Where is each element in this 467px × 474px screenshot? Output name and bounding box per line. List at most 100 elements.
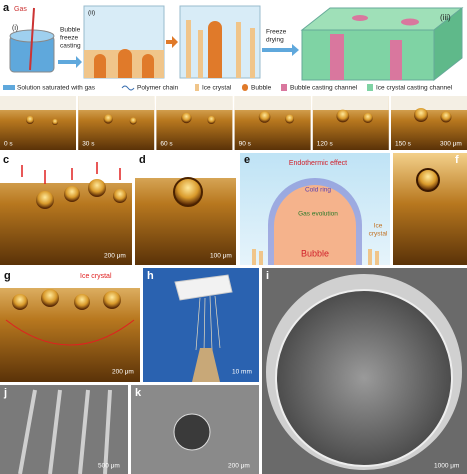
legend-text: Ice crystal <box>202 85 232 92</box>
panel-label: k <box>135 387 142 399</box>
bubble <box>74 294 90 310</box>
bubble <box>88 179 106 197</box>
time-label: 0 s <box>4 141 13 148</box>
bubble <box>52 119 58 125</box>
background <box>78 96 155 110</box>
bubble <box>129 117 137 125</box>
legend-swatch <box>195 84 199 91</box>
panel-i: i 1000 μm <box>262 268 467 474</box>
channels <box>18 389 112 474</box>
step-label: (iii) <box>440 13 451 22</box>
background <box>312 96 389 110</box>
arrow-label: freeze <box>60 35 78 42</box>
panel-e: e Endothermic effect Cold ring Gas evolu… <box>240 153 390 265</box>
bubble <box>64 186 80 202</box>
bubble <box>41 289 59 307</box>
step-label: (ii) <box>88 10 95 17</box>
bubble <box>414 108 428 122</box>
bubble-channel <box>390 40 402 80</box>
bubble <box>113 189 127 203</box>
background <box>234 96 311 110</box>
scale-bar: 1000 μm <box>434 463 459 470</box>
scale-bar: 500 μm <box>98 463 120 470</box>
scale-bar: 200 μm <box>228 463 250 470</box>
panel-label: e <box>244 154 250 166</box>
panel-j: j 500 μm <box>0 385 128 474</box>
bubble <box>274 185 356 265</box>
background <box>391 96 467 110</box>
panel-h: h 10 mm <box>143 268 259 382</box>
bubble <box>12 294 28 310</box>
bubbles <box>94 49 154 78</box>
time-label: 120 s <box>317 141 334 148</box>
arrow <box>166 36 178 48</box>
bubble <box>416 168 440 192</box>
legend-swatch <box>242 84 248 91</box>
bubble <box>258 111 271 123</box>
sample <box>174 274 233 301</box>
panel-d: d 100 μm <box>135 153 236 265</box>
panel-label: j <box>3 387 7 399</box>
gas-tube <box>29 7 35 71</box>
legend-swatch <box>367 84 373 91</box>
bubble <box>181 112 192 124</box>
legend: Solution saturated with gas Polymer chai… <box>3 84 453 92</box>
panel-label: f <box>455 154 459 166</box>
panel-label: d <box>139 154 146 166</box>
legend-text: Solution saturated with gas <box>17 85 96 92</box>
annotation: Cold ring <box>305 187 331 194</box>
plant <box>192 348 220 382</box>
legend-text: Bubble <box>251 85 272 92</box>
bubble <box>103 291 121 309</box>
arrow-label: Freeze <box>266 29 287 36</box>
scale-bar: 100 μm <box>210 253 232 260</box>
block-front <box>301 29 435 81</box>
panel-c: c 200 μm <box>0 153 132 265</box>
background <box>0 153 132 183</box>
panel-label: a <box>3 2 10 14</box>
background <box>0 96 76 110</box>
bubble-channel <box>330 34 344 80</box>
legend-swatch <box>3 85 15 90</box>
legend-text: Polymer chain <box>137 85 179 92</box>
time-label: 60 s <box>160 141 173 148</box>
pore <box>401 18 419 26</box>
scale-bar: 10 mm <box>232 369 252 376</box>
pore <box>173 413 211 451</box>
gas-label: Gas <box>14 6 27 13</box>
scale-bar: 200 μm <box>104 253 126 260</box>
bubble-channel <box>208 21 222 78</box>
arrow-label: Bubble <box>60 27 81 34</box>
bubble <box>440 111 452 123</box>
panel-label: i <box>266 270 269 282</box>
scale-bar: 300 μm <box>440 141 462 148</box>
annotation: Ice crystal <box>80 273 112 280</box>
annotation: crystal <box>369 231 388 238</box>
bubble <box>207 116 216 124</box>
bubble <box>173 177 203 207</box>
panel-label: h <box>147 270 154 282</box>
annotation: Endothermic effect <box>289 160 347 167</box>
bubble <box>362 113 373 123</box>
panel-label: g <box>4 270 11 282</box>
ice-crystals <box>186 20 255 78</box>
panel-f: f <box>393 153 467 265</box>
annotation: Ice <box>374 223 383 230</box>
legend-text: Bubble casting channel <box>290 85 358 92</box>
background <box>0 268 140 288</box>
background <box>156 96 233 110</box>
block-side <box>433 6 463 82</box>
bubble <box>26 116 34 124</box>
legend-swatch <box>281 84 287 91</box>
arrows <box>21 162 121 184</box>
bubble <box>36 191 54 209</box>
annotation: Bubble <box>301 248 329 258</box>
fibers <box>195 295 221 353</box>
arrow-label: drying <box>266 37 284 44</box>
bubble <box>103 114 113 124</box>
cross-section <box>275 289 453 467</box>
scale-bar: 200 μm <box>112 369 134 376</box>
panel-label: c <box>3 154 9 166</box>
